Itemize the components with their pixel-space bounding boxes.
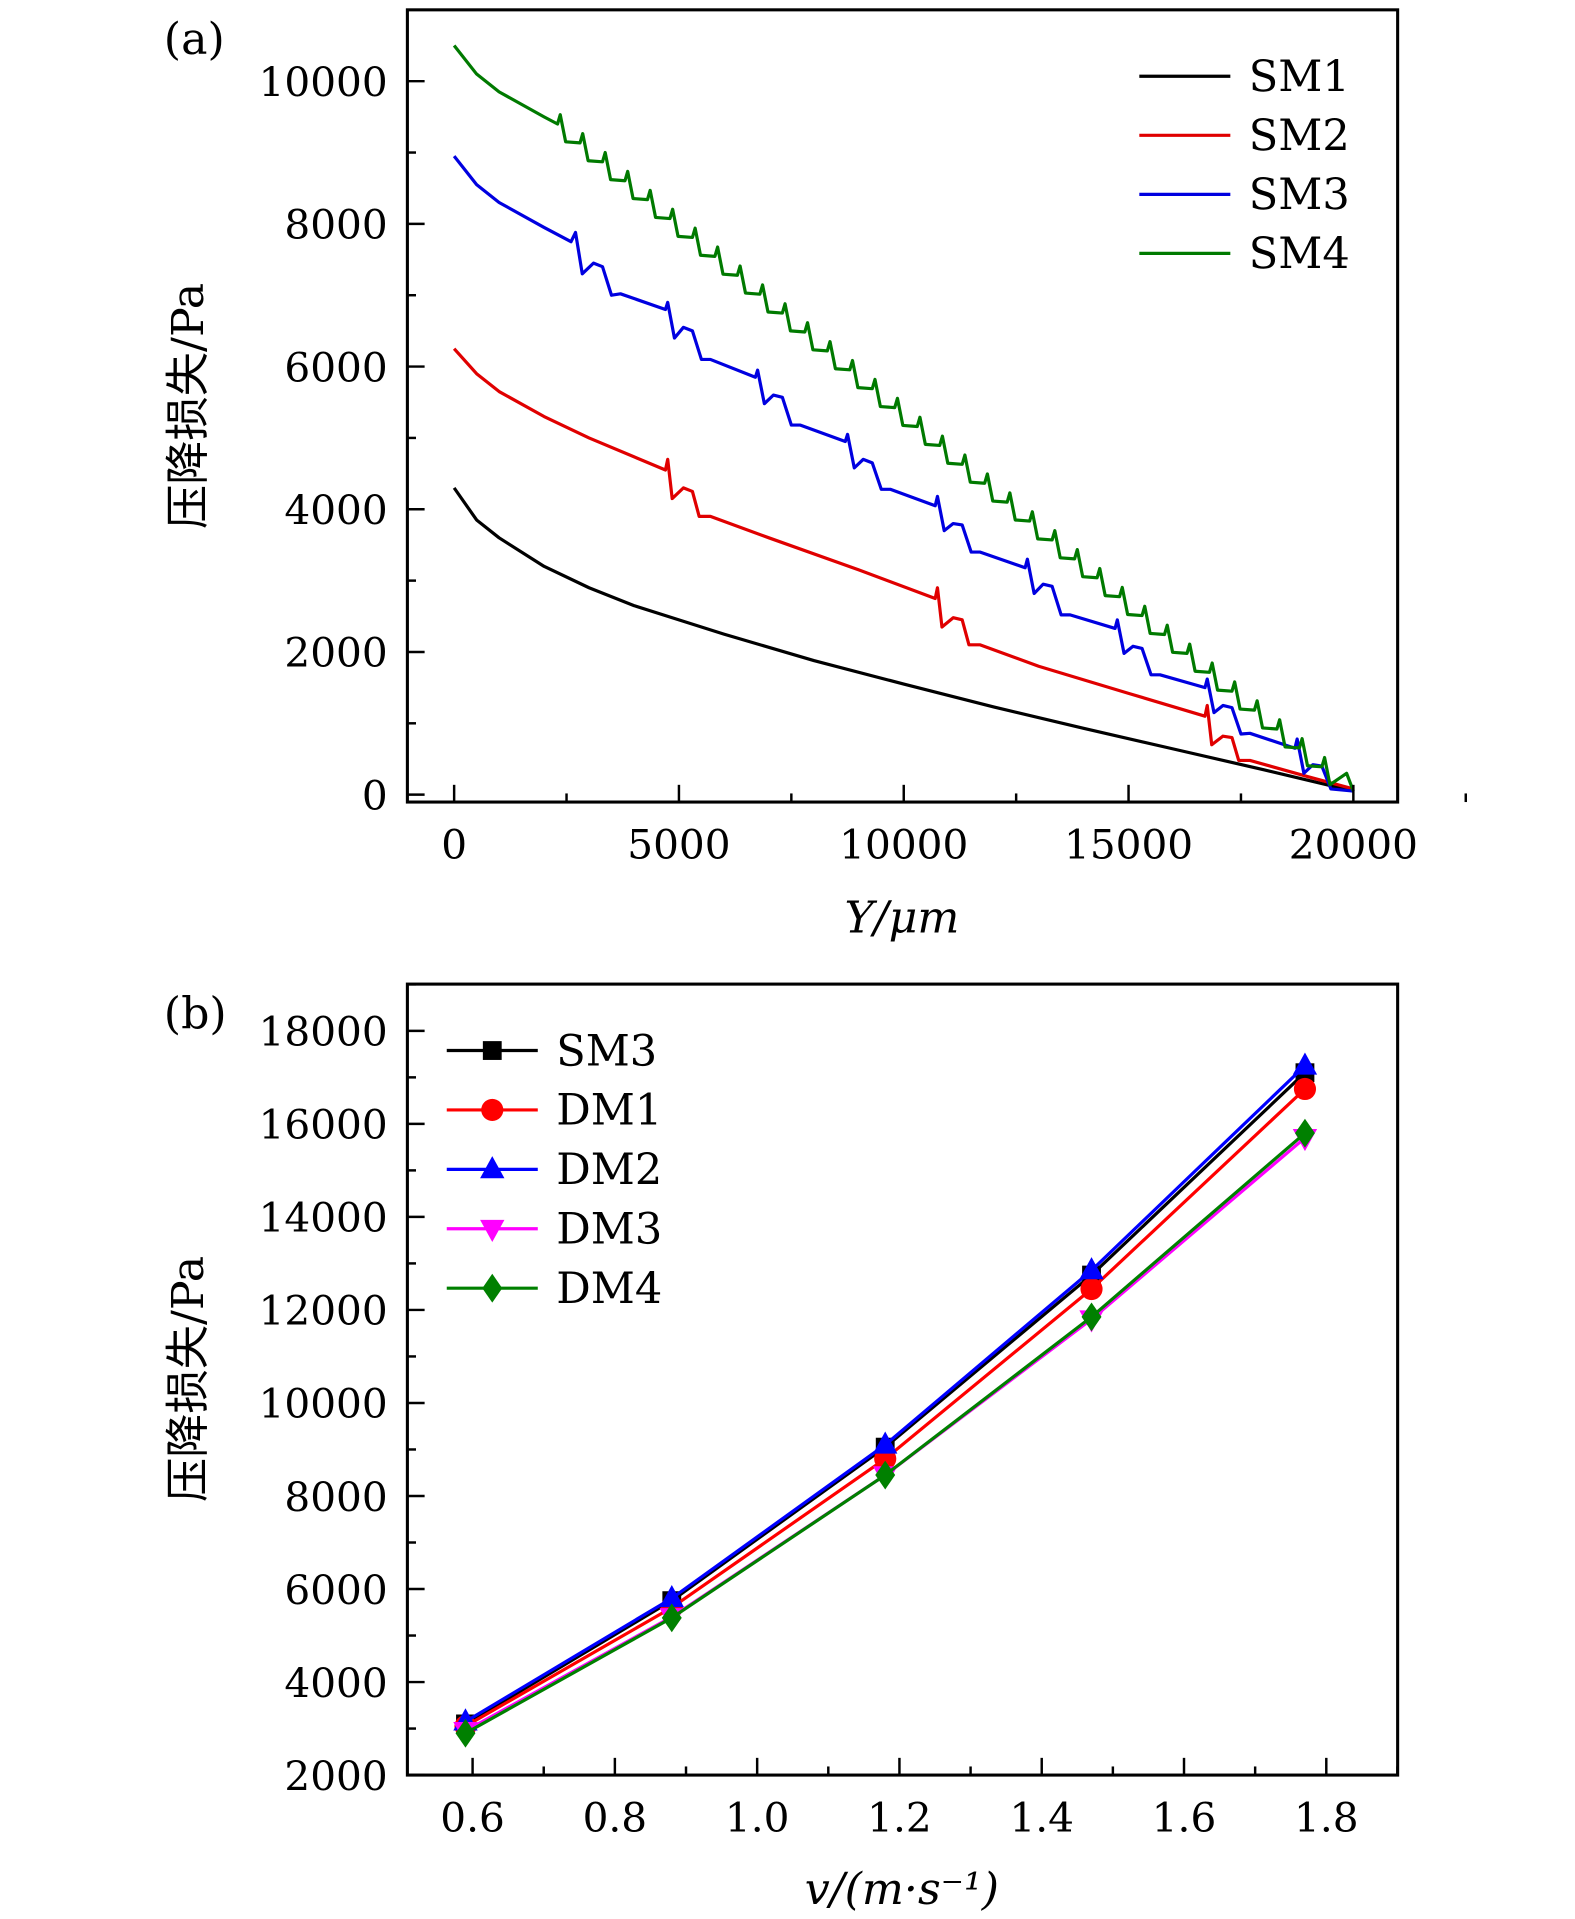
panel-a-y-tick-label: 6000 [284,343,387,391]
legend-entry-SM3: SM3 [1249,170,1350,220]
legend-entry-DM3: DM3 [556,1205,662,1255]
panel-a-x-tick-label: 20000 [1289,821,1418,869]
legend-marker [482,1273,503,1303]
panel-b-y-tick-label: 10000 [259,1380,388,1428]
panel-b-x-tick-label: 0.8 [583,1794,648,1842]
panel-a-x-axis-label: Y/μm [844,892,959,943]
panel-a-y-tick-label: 10000 [259,58,388,106]
panel-b-y-tick-label: 8000 [284,1473,387,1521]
panel-b-series-DM1-point [1080,1277,1103,1301]
panel-a-series-SM1-line [452,486,1354,793]
panel-a-y-tick-label: 0 [362,771,388,819]
panel-b-series-DM2-point [659,1585,684,1608]
panel-b-series-DM4-point [661,1603,682,1633]
panel-b-legend: SM3 DM1 DM2 DM3 DM4 [446,1026,662,1314]
panel-b: (b) v/(m·s⁻¹) 压降损失/Pa 0.6 0.8 1.0 1.2 1.4 1.6… [163,982,1400,1915]
panel-a-label: (a) [164,14,225,65]
panel-a-x-tick-label: 10000 [839,821,968,869]
panel-b-series-DM1-point [1293,1077,1317,1101]
panel-b-x-tick-label: 0.6 [440,1794,505,1842]
panel-a-x-tick-label: 0 [441,821,467,869]
panel-b-series-DM2-point [1292,1052,1318,1075]
panel-b-label: (b) [164,988,227,1039]
panel-a-series-SM4-line [452,44,1355,792]
panel-b-y-tick-label: 14000 [259,1194,388,1242]
legend-entry-SM4: SM4 [1249,229,1350,279]
legend-entry-SM1: SM1 [1249,52,1350,102]
panel-a-y-tick-label: 2000 [284,629,387,677]
panel-a-y-tick-label: 8000 [284,201,387,249]
panel-b-y-tick-label: 12000 [259,1287,388,1335]
legend-entry-DM1: DM1 [556,1086,662,1136]
panel-b-y-tick-label: 16000 [259,1101,388,1149]
panel-b-series-DM2-point [1079,1257,1104,1280]
panel-a-y-axis-label: 压降损失/Pa [163,283,214,529]
panel-a-y-tick-label: 4000 [284,486,387,534]
panel-a-x-tick-label: 15000 [1064,821,1193,869]
panel-a-x-tick-label: 5000 [627,821,730,869]
legend-entry-SM2: SM2 [1249,111,1350,161]
panel-b-x-tick-label: 1.0 [725,1794,790,1842]
panel-a: (a) Y/μm 压降损失/Pa 0 5000 10000 15000 20000 0 20… [163,8,1467,943]
panel-b-x-tick-label: 1.8 [1294,1794,1359,1842]
legend-entry-DM4: DM4 [556,1264,662,1314]
panel-b-x-axis-label: v/(m·s⁻¹) [805,1864,999,1915]
panel-b-y-axis-label: 压降损失/Pa [163,1256,214,1502]
panel-b-series-DM2-point [873,1431,898,1454]
panel-b-series-DM4-point [1081,1302,1102,1332]
panel-b-x-tick-label: 1.4 [1009,1794,1074,1842]
panel-b-y-tick-label: 4000 [284,1659,387,1707]
panel-a-series-SM3-line [452,155,1354,793]
legend-marker [480,1219,505,1243]
legend-entry-DM2: DM2 [556,1145,662,1195]
panel-a-legend: SM1 SM2 SM3 SM4 [1139,52,1350,279]
panel-a-series-SM2-line [452,347,1354,791]
legend-marker [482,1041,502,1060]
panel-b-x-tick-label: 1.2 [867,1794,932,1842]
legend-marker [480,1156,505,1179]
panel-b-plot-frame [405,982,1400,1777]
panel-b-series-DM4-point [875,1460,896,1490]
panel-b-y-tick-label: 6000 [284,1566,387,1614]
legend-entry-SM3: SM3 [556,1026,657,1076]
panel-b-y-tick-label: 2000 [284,1752,387,1800]
panel-b-x-tick-label: 1.6 [1152,1794,1217,1842]
legend-marker [481,1098,504,1122]
panel-b-y-tick-label: 18000 [259,1008,388,1056]
